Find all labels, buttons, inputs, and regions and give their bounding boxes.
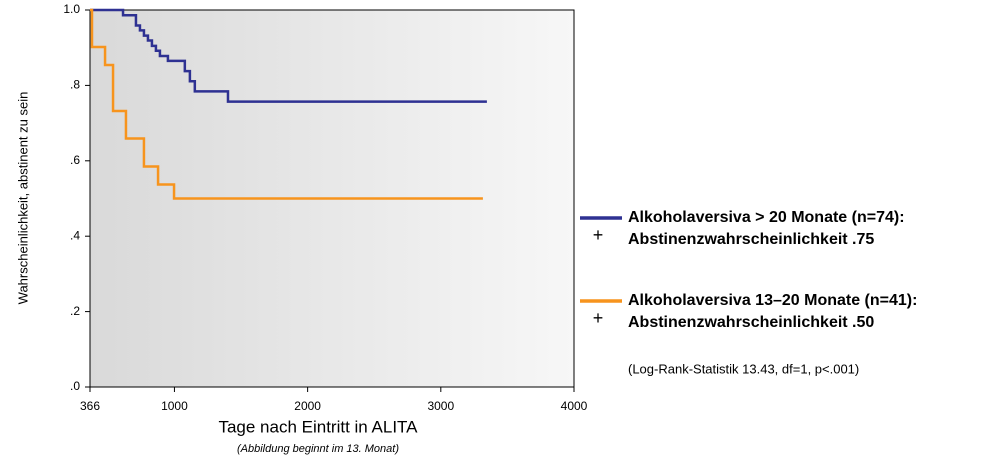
legend-summary: Abstinenzwahrscheinlichkeit .50 xyxy=(628,314,874,331)
x-tick-label: 2000 xyxy=(294,399,321,413)
legend-marker: + xyxy=(593,225,604,245)
y-tick-label: .2 xyxy=(70,304,80,318)
y-axis-label: Wahrscheinlichkeit, abstinent zu sein xyxy=(15,92,30,305)
survival-line xyxy=(90,8,483,200)
legend-label: Alkoholaversiva 13–20 Monate (n=41): xyxy=(628,292,917,309)
y-tick-label: 1.0 xyxy=(63,2,80,16)
y-tick-label: .6 xyxy=(70,153,80,167)
x-tick-label: 3000 xyxy=(427,399,454,413)
x-axis-label: Tage nach Eintritt in ALITA xyxy=(218,417,418,436)
x-axis-note: (Abbildung beginnt im 13. Monat) xyxy=(237,443,399,455)
x-tick-label: 1000 xyxy=(161,399,188,413)
legend-marker: + xyxy=(593,308,604,328)
x-tick-label: 366 xyxy=(80,399,100,413)
survival-line xyxy=(90,8,487,103)
legend-summary: Abstinenzwahrscheinlichkeit .75 xyxy=(628,231,874,248)
y-tick-label: .4 xyxy=(70,228,80,242)
x-tick-label: 4000 xyxy=(561,399,588,413)
y-tick-label: .0 xyxy=(70,379,80,393)
y-tick-label: .8 xyxy=(70,78,80,92)
legend-label: Alkoholaversiva > 20 Monate (n=74): xyxy=(628,209,905,226)
annotation: (Log-Rank-Statistik 13.43, df=1, p<.001) xyxy=(628,361,859,376)
